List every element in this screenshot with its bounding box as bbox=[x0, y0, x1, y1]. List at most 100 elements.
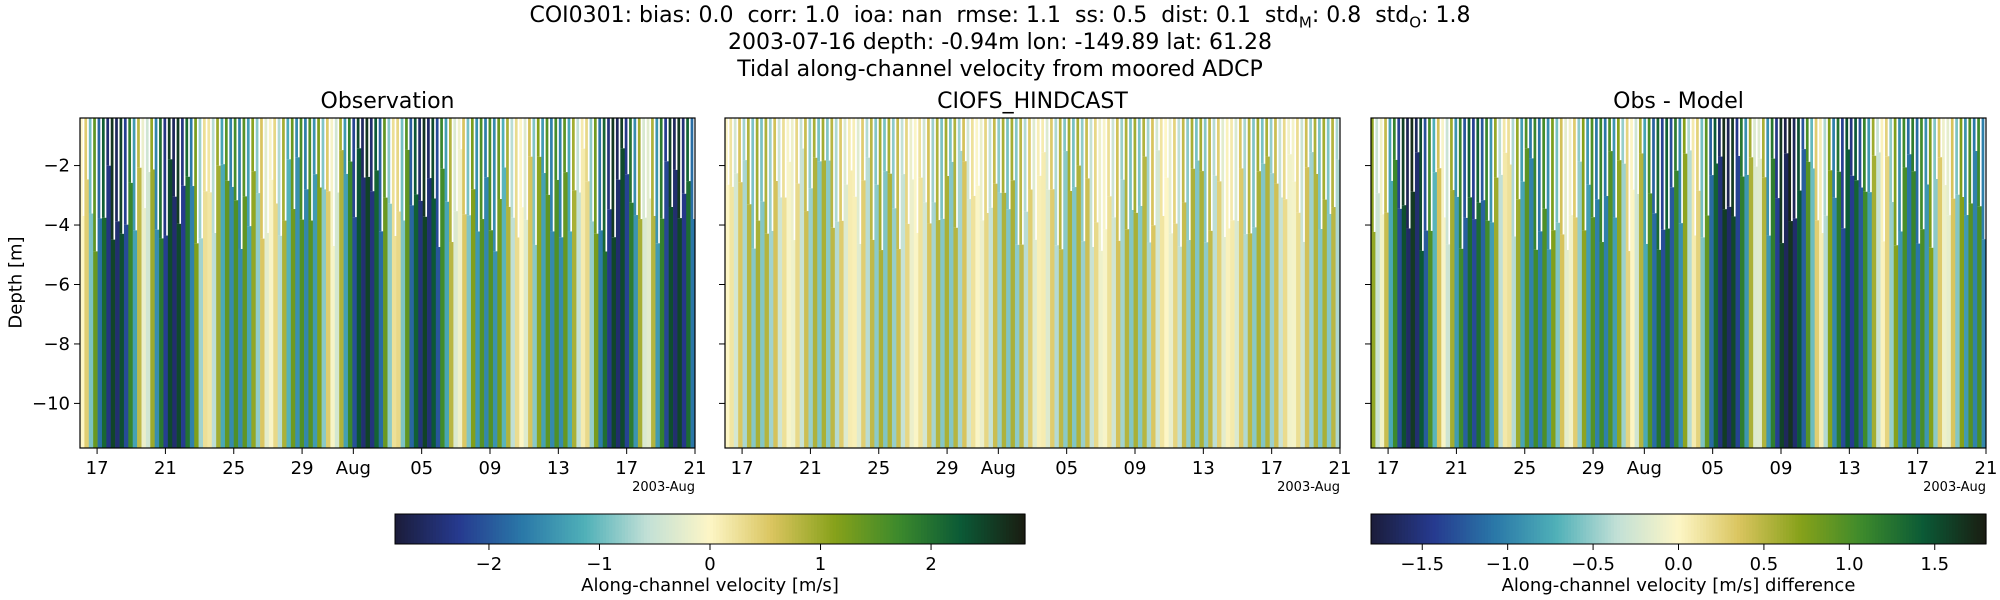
heatmap-cell bbox=[804, 211, 809, 448]
heatmap-cell bbox=[1920, 118, 1923, 230]
heatmap-cell bbox=[1313, 173, 1319, 449]
colorbar-segment bbox=[1632, 514, 1637, 544]
colorbar-segment bbox=[650, 514, 654, 544]
heatmap-cell bbox=[729, 186, 735, 449]
heatmap-cell bbox=[1476, 202, 1482, 448]
heatmap-cell bbox=[1551, 230, 1556, 448]
heatmap-cell bbox=[97, 118, 101, 219]
heatmap-cell bbox=[997, 118, 1001, 193]
colorbar-segment bbox=[489, 514, 494, 544]
heatmap-cell bbox=[1173, 118, 1176, 224]
heatmap-cell bbox=[1450, 118, 1453, 191]
colorbar-segment bbox=[892, 514, 897, 544]
colorbar-segment bbox=[467, 514, 472, 544]
colorbar-segment bbox=[876, 514, 881, 544]
colorbar-segment bbox=[643, 514, 648, 544]
heatmap-cell bbox=[304, 189, 309, 448]
heatmap-cell bbox=[817, 161, 822, 448]
heatmap-cell bbox=[1050, 189, 1055, 449]
heatmap-cell bbox=[1805, 118, 1809, 162]
heatmap-cell bbox=[563, 172, 568, 448]
colorbar-segment bbox=[558, 514, 563, 544]
heatmap-cell bbox=[1937, 157, 1943, 449]
x-tick-label: Aug bbox=[1627, 458, 1662, 479]
heatmap-cell bbox=[1713, 163, 1719, 448]
colorbar-segment bbox=[949, 514, 954, 544]
colorbar-tick-label: 1 bbox=[815, 554, 826, 575]
colorbar-segment bbox=[1807, 514, 1812, 544]
heatmap-cell bbox=[194, 118, 197, 244]
heatmap-cell bbox=[334, 192, 340, 448]
colorbar-segment bbox=[505, 514, 509, 544]
colorbar-segment bbox=[735, 514, 739, 544]
heatmap-cell bbox=[768, 230, 774, 448]
heatmap-cell bbox=[602, 251, 608, 448]
heatmap-cell bbox=[681, 193, 687, 448]
heatmap-cell bbox=[506, 206, 511, 448]
heatmap-cell bbox=[918, 118, 922, 178]
heatmap-cell bbox=[742, 118, 746, 161]
heatmap-cell bbox=[1208, 230, 1213, 448]
heatmap-cell bbox=[668, 118, 672, 208]
heatmap-cell bbox=[1384, 118, 1387, 213]
heatmap-cell bbox=[633, 118, 637, 216]
heatmap-cell bbox=[1682, 153, 1688, 449]
colorbar-segment bbox=[1570, 514, 1575, 544]
colorbar-segment bbox=[703, 514, 708, 544]
colorbar-segment bbox=[1490, 514, 1495, 544]
heatmap-cell bbox=[1318, 229, 1323, 448]
heatmap-cell bbox=[312, 174, 318, 448]
heatmap-cell bbox=[1779, 243, 1785, 448]
heatmap-cell bbox=[541, 118, 544, 174]
colorbar-segment bbox=[473, 514, 478, 544]
heatmap-cell bbox=[812, 118, 816, 158]
colorbar-segment bbox=[1620, 514, 1624, 544]
heatmap-cell bbox=[242, 118, 246, 197]
colorbar-segment bbox=[917, 514, 922, 544]
heatmap-cell bbox=[207, 118, 211, 193]
colorbar-segment bbox=[1675, 514, 1680, 544]
x-offset-label: 2003-Aug bbox=[1277, 480, 1340, 495]
heatmap-cell bbox=[572, 190, 577, 448]
colorbar-segment bbox=[1583, 514, 1587, 544]
colorbar-segment bbox=[602, 514, 607, 544]
heatmap-cell bbox=[839, 220, 844, 448]
colorbar-segment bbox=[1438, 514, 1443, 544]
heatmap-cell bbox=[1801, 118, 1805, 150]
heatmap-cell bbox=[795, 183, 800, 448]
colorbar-segment bbox=[1564, 514, 1569, 544]
heatmap-cell bbox=[589, 221, 595, 448]
heatmap-cell bbox=[554, 118, 558, 180]
heatmap-cell bbox=[1498, 174, 1504, 448]
heatmap-cell bbox=[790, 118, 794, 241]
heatmap-cell bbox=[282, 220, 287, 448]
colorbar-segment bbox=[810, 514, 815, 544]
heatmap-cell bbox=[1181, 118, 1185, 203]
heatmap-cell bbox=[729, 118, 733, 187]
heatmap-cell bbox=[159, 118, 162, 239]
colorbar-segment bbox=[1696, 514, 1701, 544]
heatmap-cell bbox=[1761, 177, 1767, 449]
colorbar-segment bbox=[1641, 514, 1646, 544]
heatmap-cell bbox=[1190, 168, 1196, 449]
heatmap-cell bbox=[826, 160, 831, 448]
colorbar-segment bbox=[502, 514, 506, 544]
heatmap-cell bbox=[1063, 118, 1066, 152]
heatmap-cell bbox=[940, 118, 943, 219]
heatmap-cell bbox=[957, 118, 961, 151]
x-tick-label: 29 bbox=[936, 458, 959, 479]
heatmap-cell bbox=[799, 118, 803, 149]
heatmap-cell bbox=[260, 238, 265, 448]
colorbar-segment bbox=[640, 514, 645, 544]
heatmap-cell bbox=[1524, 118, 1528, 149]
heatmap-cell bbox=[343, 173, 349, 448]
heatmap-cell bbox=[1199, 171, 1205, 449]
colorbar-segment bbox=[1709, 514, 1713, 544]
heatmap-cell bbox=[1146, 242, 1152, 448]
heatmap-cell bbox=[1428, 230, 1433, 448]
heatmap-cell bbox=[1915, 243, 1921, 448]
heatmap-cell bbox=[1085, 118, 1088, 179]
colorbar-segment bbox=[716, 514, 721, 544]
heatmap-cell bbox=[760, 201, 765, 448]
x-offset-label: 2003-Aug bbox=[1923, 480, 1986, 495]
